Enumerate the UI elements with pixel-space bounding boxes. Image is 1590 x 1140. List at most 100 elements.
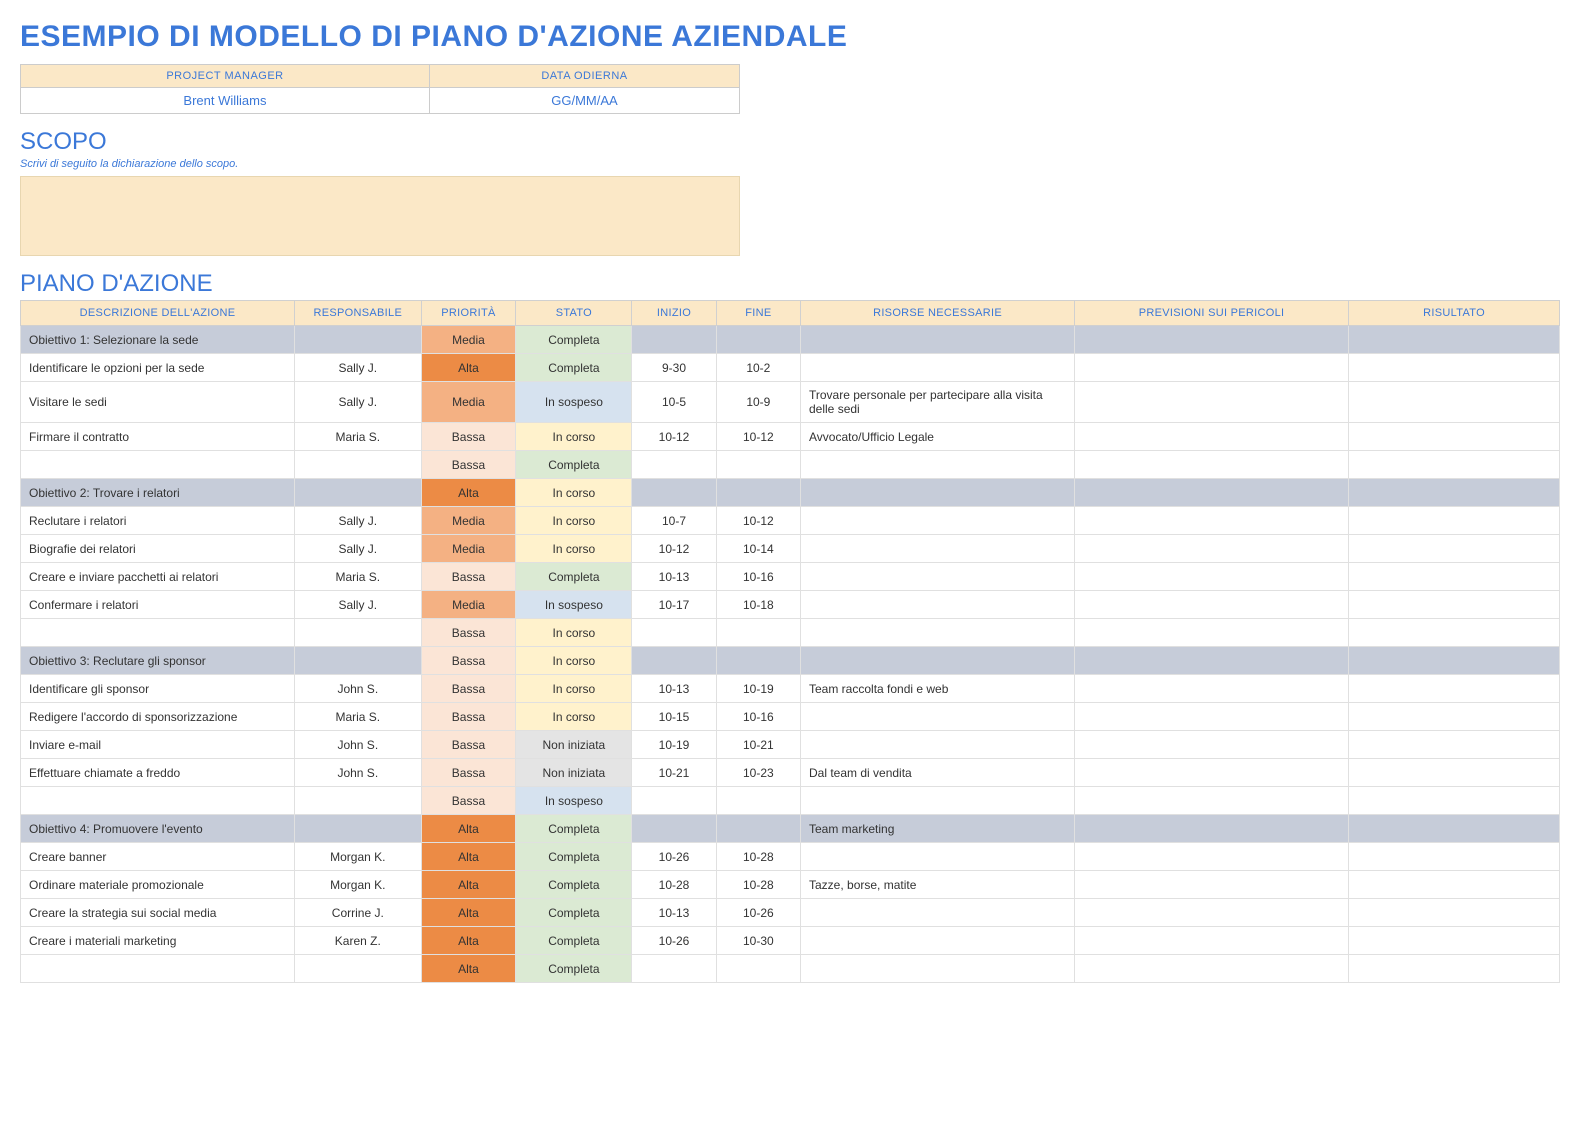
cell-resp[interactable] — [295, 479, 421, 507]
cell-start[interactable] — [632, 955, 716, 983]
cell-status[interactable]: Non iniziata — [516, 731, 632, 759]
cell-start[interactable]: 10-17 — [632, 591, 716, 619]
cell-end[interactable]: 10-23 — [716, 759, 800, 787]
cell-risk[interactable] — [1075, 451, 1349, 479]
cell-outcome[interactable] — [1349, 479, 1560, 507]
cell-resp[interactable]: John S. — [295, 759, 421, 787]
cell-status[interactable]: In corso — [516, 703, 632, 731]
cell-status[interactable]: Completa — [516, 451, 632, 479]
cell-end[interactable] — [716, 815, 800, 843]
cell-outcome[interactable] — [1349, 815, 1560, 843]
cell-desc[interactable]: Obiettivo 2: Trovare i relatori — [21, 479, 295, 507]
cell-end[interactable] — [716, 326, 800, 354]
pm-value[interactable]: Brent Williams — [21, 88, 430, 114]
cell-resp[interactable]: Morgan K. — [295, 843, 421, 871]
cell-resp[interactable] — [295, 326, 421, 354]
cell-desc[interactable]: Redigere l'accordo di sponsorizzazione — [21, 703, 295, 731]
cell-outcome[interactable] — [1349, 927, 1560, 955]
cell-priority[interactable]: Bassa — [421, 619, 516, 647]
cell-start[interactable] — [632, 647, 716, 675]
cell-start[interactable]: 10-12 — [632, 423, 716, 451]
cell-risk[interactable] — [1075, 843, 1349, 871]
cell-status[interactable]: Completa — [516, 326, 632, 354]
cell-start[interactable]: 10-7 — [632, 507, 716, 535]
cell-end[interactable]: 10-28 — [716, 843, 800, 871]
cell-risk[interactable] — [1075, 591, 1349, 619]
cell-priority[interactable]: Alta — [421, 843, 516, 871]
cell-outcome[interactable] — [1349, 507, 1560, 535]
cell-priority[interactable]: Bassa — [421, 759, 516, 787]
cell-desc[interactable]: Inviare e-mail — [21, 731, 295, 759]
cell-outcome[interactable] — [1349, 703, 1560, 731]
cell-priority[interactable]: Alta — [421, 354, 516, 382]
cell-outcome[interactable] — [1349, 619, 1560, 647]
cell-status[interactable]: Completa — [516, 955, 632, 983]
cell-outcome[interactable] — [1349, 787, 1560, 815]
cell-resp[interactable]: Maria S. — [295, 423, 421, 451]
cell-status[interactable]: Completa — [516, 871, 632, 899]
cell-desc[interactable]: Firmare il contratto — [21, 423, 295, 451]
cell-resources[interactable]: Dal team di vendita — [801, 759, 1075, 787]
cell-status[interactable]: In corso — [516, 535, 632, 563]
cell-resp[interactable]: John S. — [295, 675, 421, 703]
cell-resources[interactable] — [801, 591, 1075, 619]
cell-resp[interactable]: John S. — [295, 731, 421, 759]
cell-outcome[interactable] — [1349, 731, 1560, 759]
cell-start[interactable]: 10-13 — [632, 675, 716, 703]
cell-priority[interactable]: Media — [421, 591, 516, 619]
cell-priority[interactable]: Media — [421, 326, 516, 354]
cell-end[interactable]: 10-28 — [716, 871, 800, 899]
cell-desc[interactable]: Visitare le sedi — [21, 382, 295, 423]
cell-priority[interactable]: Alta — [421, 815, 516, 843]
cell-risk[interactable] — [1075, 955, 1349, 983]
cell-start[interactable]: 10-19 — [632, 731, 716, 759]
cell-desc[interactable] — [21, 955, 295, 983]
cell-priority[interactable]: Media — [421, 382, 516, 423]
cell-end[interactable]: 10-21 — [716, 731, 800, 759]
cell-end[interactable]: 10-18 — [716, 591, 800, 619]
cell-end[interactable] — [716, 619, 800, 647]
cell-start[interactable]: 10-26 — [632, 927, 716, 955]
cell-outcome[interactable] — [1349, 647, 1560, 675]
cell-priority[interactable]: Alta — [421, 871, 516, 899]
cell-resp[interactable]: Sally J. — [295, 382, 421, 423]
cell-status[interactable]: In sospeso — [516, 591, 632, 619]
cell-priority[interactable]: Media — [421, 507, 516, 535]
cell-risk[interactable] — [1075, 871, 1349, 899]
cell-resp[interactable]: Sally J. — [295, 535, 421, 563]
cell-risk[interactable] — [1075, 619, 1349, 647]
cell-resp[interactable]: Sally J. — [295, 591, 421, 619]
cell-outcome[interactable] — [1349, 675, 1560, 703]
cell-resources[interactable] — [801, 787, 1075, 815]
cell-resources[interactable] — [801, 647, 1075, 675]
cell-status[interactable]: Non iniziata — [516, 759, 632, 787]
cell-risk[interactable] — [1075, 787, 1349, 815]
cell-resp[interactable] — [295, 451, 421, 479]
cell-priority[interactable]: Bassa — [421, 423, 516, 451]
cell-resources[interactable] — [801, 326, 1075, 354]
cell-priority[interactable]: Bassa — [421, 703, 516, 731]
cell-outcome[interactable] — [1349, 871, 1560, 899]
cell-priority[interactable]: Alta — [421, 479, 516, 507]
cell-resources[interactable] — [801, 479, 1075, 507]
cell-end[interactable]: 10-16 — [716, 703, 800, 731]
cell-resp[interactable] — [295, 787, 421, 815]
cell-start[interactable] — [632, 787, 716, 815]
cell-outcome[interactable] — [1349, 423, 1560, 451]
cell-outcome[interactable] — [1349, 354, 1560, 382]
cell-priority[interactable]: Media — [421, 535, 516, 563]
cell-outcome[interactable] — [1349, 382, 1560, 423]
cell-desc[interactable]: Ordinare materiale promozionale — [21, 871, 295, 899]
cell-end[interactable] — [716, 479, 800, 507]
cell-outcome[interactable] — [1349, 759, 1560, 787]
cell-resources[interactable] — [801, 955, 1075, 983]
cell-resources[interactable]: Team marketing — [801, 815, 1075, 843]
cell-risk[interactable] — [1075, 899, 1349, 927]
cell-end[interactable]: 10-26 — [716, 899, 800, 927]
cell-priority[interactable]: Bassa — [421, 787, 516, 815]
cell-desc[interactable]: Creare e inviare pacchetti ai relatori — [21, 563, 295, 591]
cell-risk[interactable] — [1075, 507, 1349, 535]
cell-desc[interactable]: Creare la strategia sui social media — [21, 899, 295, 927]
cell-risk[interactable] — [1075, 815, 1349, 843]
cell-priority[interactable]: Bassa — [421, 647, 516, 675]
